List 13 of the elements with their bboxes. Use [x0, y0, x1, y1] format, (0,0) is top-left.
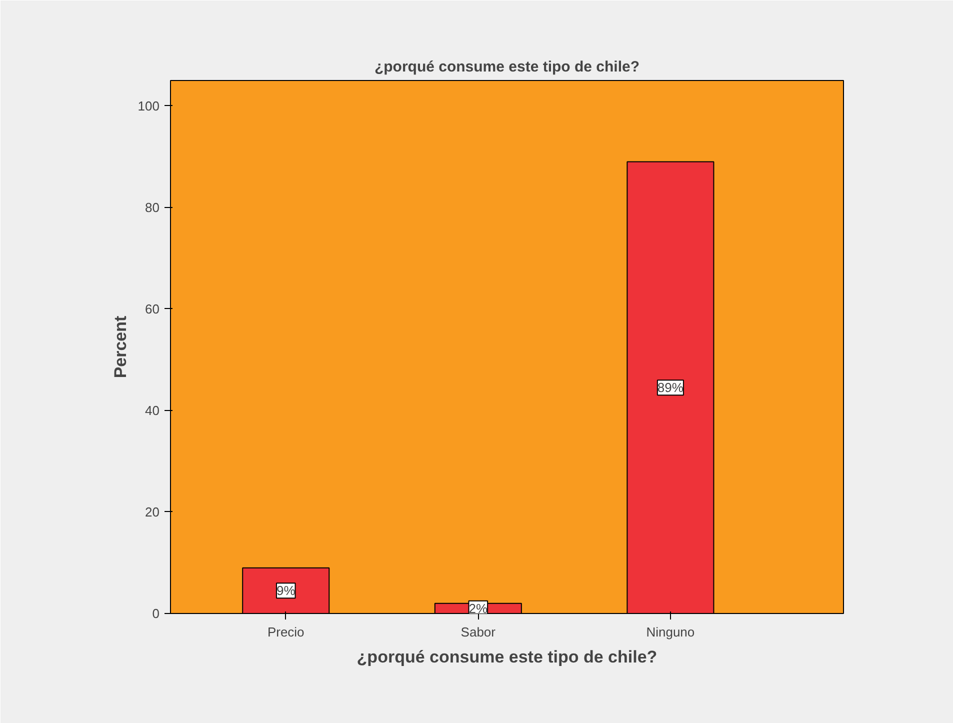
y-tick-label: 80	[145, 200, 160, 215]
y-tick-label: 0	[152, 606, 160, 621]
x-tick-label: Precio	[267, 624, 304, 640]
x-axis-title: ¿porqué consume este tipo de chile?	[356, 648, 658, 666]
y-tick-label: 20	[145, 504, 160, 520]
y-tick-label: 40	[145, 402, 160, 418]
chart-title: ¿porqué consume este tipo de chile?	[374, 58, 640, 76]
y-tick-label: 100	[138, 98, 160, 114]
y-tick-label: 60	[145, 301, 160, 316]
y-axis-title: Percent	[110, 315, 130, 378]
x-tick-label: Ninguno	[646, 624, 695, 640]
data-label: 89%	[657, 380, 684, 396]
x-tick-label: Sabor	[460, 624, 496, 640]
